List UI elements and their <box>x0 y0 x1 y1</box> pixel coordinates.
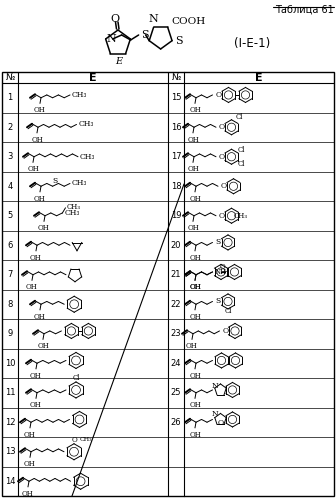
Text: O: O <box>71 436 77 444</box>
Text: Cl: Cl <box>224 307 232 315</box>
Text: N: N <box>107 34 116 44</box>
Text: OH: OH <box>187 136 199 144</box>
Text: Cl: Cl <box>236 113 243 121</box>
Text: N: N <box>212 382 219 390</box>
Text: CH₃: CH₃ <box>80 437 93 442</box>
Text: OH: OH <box>189 106 201 114</box>
Text: OH: OH <box>34 195 46 203</box>
Text: O: O <box>221 182 227 190</box>
Text: O: O <box>220 263 225 271</box>
Text: OH: OH <box>189 283 201 291</box>
Text: OH: OH <box>189 313 201 321</box>
Text: Cl: Cl <box>238 160 245 168</box>
Text: Cl: Cl <box>238 146 245 154</box>
Text: OH: OH <box>30 254 42 262</box>
Text: S: S <box>215 239 221 247</box>
Text: 12: 12 <box>5 418 15 427</box>
Text: OH: OH <box>189 254 201 262</box>
Text: 19: 19 <box>171 211 181 220</box>
Text: CH₃: CH₃ <box>79 120 94 128</box>
Text: 7: 7 <box>7 270 13 279</box>
Text: O: O <box>219 212 225 220</box>
Text: 11: 11 <box>5 388 15 397</box>
Text: 17: 17 <box>171 152 181 161</box>
Text: OH: OH <box>30 401 42 409</box>
Text: 21: 21 <box>171 270 181 279</box>
Text: O: O <box>219 123 225 131</box>
Text: E: E <box>89 72 97 82</box>
Text: 6: 6 <box>7 241 13 250</box>
Text: S: S <box>175 36 183 46</box>
Text: №: № <box>5 73 15 82</box>
Text: Cl: Cl <box>72 374 80 382</box>
Text: S: S <box>215 297 221 305</box>
Text: 3: 3 <box>7 152 13 161</box>
Text: 10: 10 <box>5 359 15 368</box>
Text: CH₃: CH₃ <box>72 180 87 188</box>
Text: №: № <box>171 73 181 82</box>
Text: CH₃: CH₃ <box>234 212 248 220</box>
Text: OH: OH <box>189 195 201 203</box>
Text: COOH: COOH <box>172 17 206 26</box>
Text: 4: 4 <box>7 182 13 191</box>
Text: 1: 1 <box>7 93 13 102</box>
Text: 2: 2 <box>7 123 13 132</box>
Text: OH: OH <box>27 165 39 173</box>
Text: OH: OH <box>189 283 201 291</box>
Text: O: O <box>217 420 223 428</box>
Bar <box>2 72 334 496</box>
Text: 9: 9 <box>7 329 13 338</box>
Text: 16: 16 <box>171 123 181 132</box>
Text: OH: OH <box>189 431 201 439</box>
Text: OH: OH <box>187 165 199 173</box>
Text: Таблица 61: Таблица 61 <box>275 5 334 15</box>
Text: N: N <box>149 14 159 24</box>
Text: NH: NH <box>214 268 226 276</box>
Text: E: E <box>116 56 123 65</box>
Text: CH₃: CH₃ <box>72 91 87 99</box>
Text: 15: 15 <box>171 93 181 102</box>
Text: 5: 5 <box>7 211 13 220</box>
Text: 8: 8 <box>7 300 13 309</box>
Text: 24: 24 <box>171 359 181 368</box>
Text: OH: OH <box>187 224 199 232</box>
Text: OH: OH <box>189 401 201 409</box>
Text: OH: OH <box>186 342 198 350</box>
Text: (I-E-1): (I-E-1) <box>234 36 270 49</box>
Text: N: N <box>211 411 218 419</box>
Text: 18: 18 <box>171 182 181 191</box>
Text: OH: OH <box>34 106 46 114</box>
Text: 26: 26 <box>171 418 181 427</box>
Text: CH₃: CH₃ <box>65 209 80 217</box>
Text: OH: OH <box>31 136 43 144</box>
Text: 25: 25 <box>171 388 181 397</box>
Text: 20: 20 <box>171 241 181 250</box>
Text: E: E <box>255 72 263 82</box>
Text: CH₃: CH₃ <box>80 153 95 161</box>
Text: OH: OH <box>38 224 50 232</box>
Text: 22: 22 <box>171 300 181 309</box>
Text: OH: OH <box>24 431 36 439</box>
Text: S: S <box>53 177 58 185</box>
Text: OH: OH <box>189 372 201 380</box>
Text: O: O <box>219 153 225 161</box>
Text: OH: OH <box>37 342 49 350</box>
Text: O: O <box>111 14 120 24</box>
Text: S: S <box>141 30 148 40</box>
Text: O: O <box>215 91 222 99</box>
Text: OH: OH <box>24 460 36 468</box>
Text: 23: 23 <box>171 329 181 338</box>
Text: 13: 13 <box>5 447 15 456</box>
Text: O: O <box>222 327 228 335</box>
Text: CH₃: CH₃ <box>67 204 80 212</box>
Text: OH: OH <box>22 490 34 498</box>
Text: OH: OH <box>26 283 38 291</box>
Text: 14: 14 <box>5 477 15 486</box>
Text: OH: OH <box>34 313 46 321</box>
Text: OH: OH <box>30 372 42 380</box>
